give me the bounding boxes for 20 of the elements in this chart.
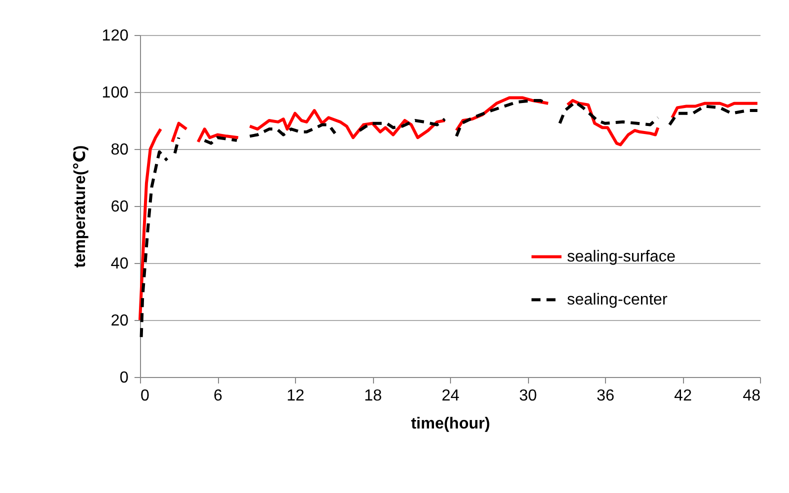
y-tick-label: 60 xyxy=(110,198,129,216)
y-tick-label: 80 xyxy=(110,142,129,158)
y-tick-label: 40 xyxy=(110,256,129,272)
x-tick-label: 12 xyxy=(286,388,304,404)
x-axis-title: time(hour) xyxy=(410,416,490,432)
x-tick-label: 6 xyxy=(214,388,223,404)
x-tick-label: 30 xyxy=(519,388,537,404)
x-tick-label: 24 xyxy=(442,388,460,404)
y-tick-label: 0 xyxy=(120,370,129,386)
y-axis-title: temperature(℃) xyxy=(72,145,89,268)
legend-label: sealing-surface xyxy=(567,248,676,266)
x-tick-label: 18 xyxy=(364,388,382,404)
x-tick-label: 0 xyxy=(140,388,150,404)
legend-label: sealing-center xyxy=(567,292,668,309)
y-tick-label: 100 xyxy=(102,84,129,102)
x-tick-label: 48 xyxy=(742,388,761,404)
x-tick-label: 42 xyxy=(674,388,692,404)
y-tick-label: 120 xyxy=(102,28,129,44)
x-tick-label: 36 xyxy=(596,388,614,404)
y-tick-label: 20 xyxy=(110,312,129,330)
